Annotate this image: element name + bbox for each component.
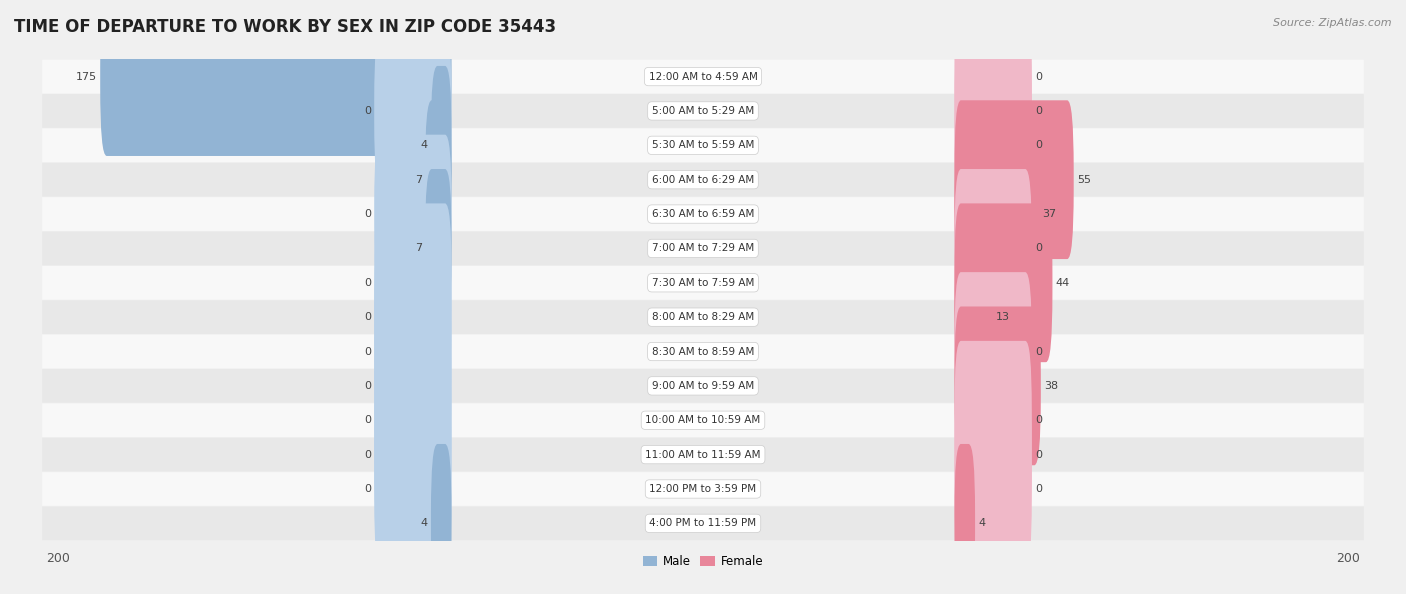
FancyBboxPatch shape xyxy=(955,272,1032,431)
Text: 175: 175 xyxy=(76,72,97,81)
Text: 0: 0 xyxy=(364,209,371,219)
FancyBboxPatch shape xyxy=(374,238,451,397)
FancyBboxPatch shape xyxy=(42,472,1364,506)
Text: 38: 38 xyxy=(1045,381,1059,391)
FancyBboxPatch shape xyxy=(42,163,1364,197)
Text: 0: 0 xyxy=(364,415,371,425)
FancyBboxPatch shape xyxy=(955,410,1032,568)
FancyBboxPatch shape xyxy=(430,444,451,594)
FancyBboxPatch shape xyxy=(374,307,451,465)
FancyBboxPatch shape xyxy=(374,410,451,568)
Text: 13: 13 xyxy=(995,312,1010,322)
Text: 0: 0 xyxy=(1035,72,1042,81)
Text: TIME OF DEPARTURE TO WORK BY SEX IN ZIP CODE 35443: TIME OF DEPARTURE TO WORK BY SEX IN ZIP … xyxy=(14,18,557,36)
Text: 10:00 AM to 10:59 AM: 10:00 AM to 10:59 AM xyxy=(645,415,761,425)
Text: 0: 0 xyxy=(1035,450,1042,460)
Text: 6:30 AM to 6:59 AM: 6:30 AM to 6:59 AM xyxy=(652,209,754,219)
Text: 7:30 AM to 7:59 AM: 7:30 AM to 7:59 AM xyxy=(652,278,754,287)
Text: 12:00 AM to 4:59 AM: 12:00 AM to 4:59 AM xyxy=(648,72,758,81)
FancyBboxPatch shape xyxy=(425,169,451,328)
FancyBboxPatch shape xyxy=(42,507,1364,540)
FancyBboxPatch shape xyxy=(425,100,451,259)
FancyBboxPatch shape xyxy=(955,100,1074,259)
FancyBboxPatch shape xyxy=(955,203,1053,362)
Text: 4:00 PM to 11:59 PM: 4:00 PM to 11:59 PM xyxy=(650,519,756,528)
FancyBboxPatch shape xyxy=(42,403,1364,437)
Text: 8:30 AM to 8:59 AM: 8:30 AM to 8:59 AM xyxy=(652,346,754,356)
Legend: Male, Female: Male, Female xyxy=(638,551,768,573)
Text: 8:00 AM to 8:29 AM: 8:00 AM to 8:29 AM xyxy=(652,312,754,322)
Text: 6:00 AM to 6:29 AM: 6:00 AM to 6:29 AM xyxy=(652,175,754,185)
Text: 0: 0 xyxy=(364,278,371,287)
FancyBboxPatch shape xyxy=(42,334,1364,368)
FancyBboxPatch shape xyxy=(374,375,451,534)
FancyBboxPatch shape xyxy=(374,135,451,293)
FancyBboxPatch shape xyxy=(42,197,1364,231)
Text: 0: 0 xyxy=(364,381,371,391)
FancyBboxPatch shape xyxy=(955,169,1032,328)
Text: 5:00 AM to 5:29 AM: 5:00 AM to 5:29 AM xyxy=(652,106,754,116)
Text: 9:00 AM to 9:59 AM: 9:00 AM to 9:59 AM xyxy=(652,381,754,391)
FancyBboxPatch shape xyxy=(42,266,1364,299)
Text: 0: 0 xyxy=(1035,244,1042,254)
FancyBboxPatch shape xyxy=(374,272,451,431)
Text: 0: 0 xyxy=(1035,346,1042,356)
Text: 55: 55 xyxy=(1077,175,1091,185)
FancyBboxPatch shape xyxy=(955,135,1039,293)
Text: 4: 4 xyxy=(420,519,427,528)
FancyBboxPatch shape xyxy=(42,128,1364,162)
FancyBboxPatch shape xyxy=(42,301,1364,334)
FancyBboxPatch shape xyxy=(374,31,451,190)
FancyBboxPatch shape xyxy=(955,238,993,397)
FancyBboxPatch shape xyxy=(955,341,1032,500)
FancyBboxPatch shape xyxy=(42,60,1364,93)
FancyBboxPatch shape xyxy=(42,94,1364,128)
Text: 0: 0 xyxy=(364,106,371,116)
FancyBboxPatch shape xyxy=(955,375,1032,534)
FancyBboxPatch shape xyxy=(955,66,1032,225)
Text: 0: 0 xyxy=(1035,415,1042,425)
Text: 7:00 AM to 7:29 AM: 7:00 AM to 7:29 AM xyxy=(652,244,754,254)
FancyBboxPatch shape xyxy=(42,438,1364,472)
FancyBboxPatch shape xyxy=(374,203,451,362)
Text: 12:00 PM to 3:59 PM: 12:00 PM to 3:59 PM xyxy=(650,484,756,494)
Text: 44: 44 xyxy=(1056,278,1070,287)
FancyBboxPatch shape xyxy=(100,0,451,156)
FancyBboxPatch shape xyxy=(42,369,1364,403)
FancyBboxPatch shape xyxy=(955,31,1032,190)
Text: 4: 4 xyxy=(979,519,986,528)
FancyBboxPatch shape xyxy=(955,0,1032,156)
Text: 0: 0 xyxy=(364,484,371,494)
Text: 0: 0 xyxy=(1035,484,1042,494)
FancyBboxPatch shape xyxy=(955,307,1040,465)
Text: 4: 4 xyxy=(420,140,427,150)
Text: 5:30 AM to 5:59 AM: 5:30 AM to 5:59 AM xyxy=(652,140,754,150)
Text: 0: 0 xyxy=(1035,140,1042,150)
Text: 0: 0 xyxy=(364,312,371,322)
FancyBboxPatch shape xyxy=(42,232,1364,266)
Text: 0: 0 xyxy=(1035,106,1042,116)
Text: Source: ZipAtlas.com: Source: ZipAtlas.com xyxy=(1274,18,1392,28)
Text: 11:00 AM to 11:59 AM: 11:00 AM to 11:59 AM xyxy=(645,450,761,460)
FancyBboxPatch shape xyxy=(430,66,451,225)
Text: 0: 0 xyxy=(364,346,371,356)
FancyBboxPatch shape xyxy=(955,444,976,594)
Text: 7: 7 xyxy=(415,244,422,254)
FancyBboxPatch shape xyxy=(374,341,451,500)
Text: 37: 37 xyxy=(1042,209,1056,219)
Text: 7: 7 xyxy=(415,175,422,185)
Text: 0: 0 xyxy=(364,450,371,460)
